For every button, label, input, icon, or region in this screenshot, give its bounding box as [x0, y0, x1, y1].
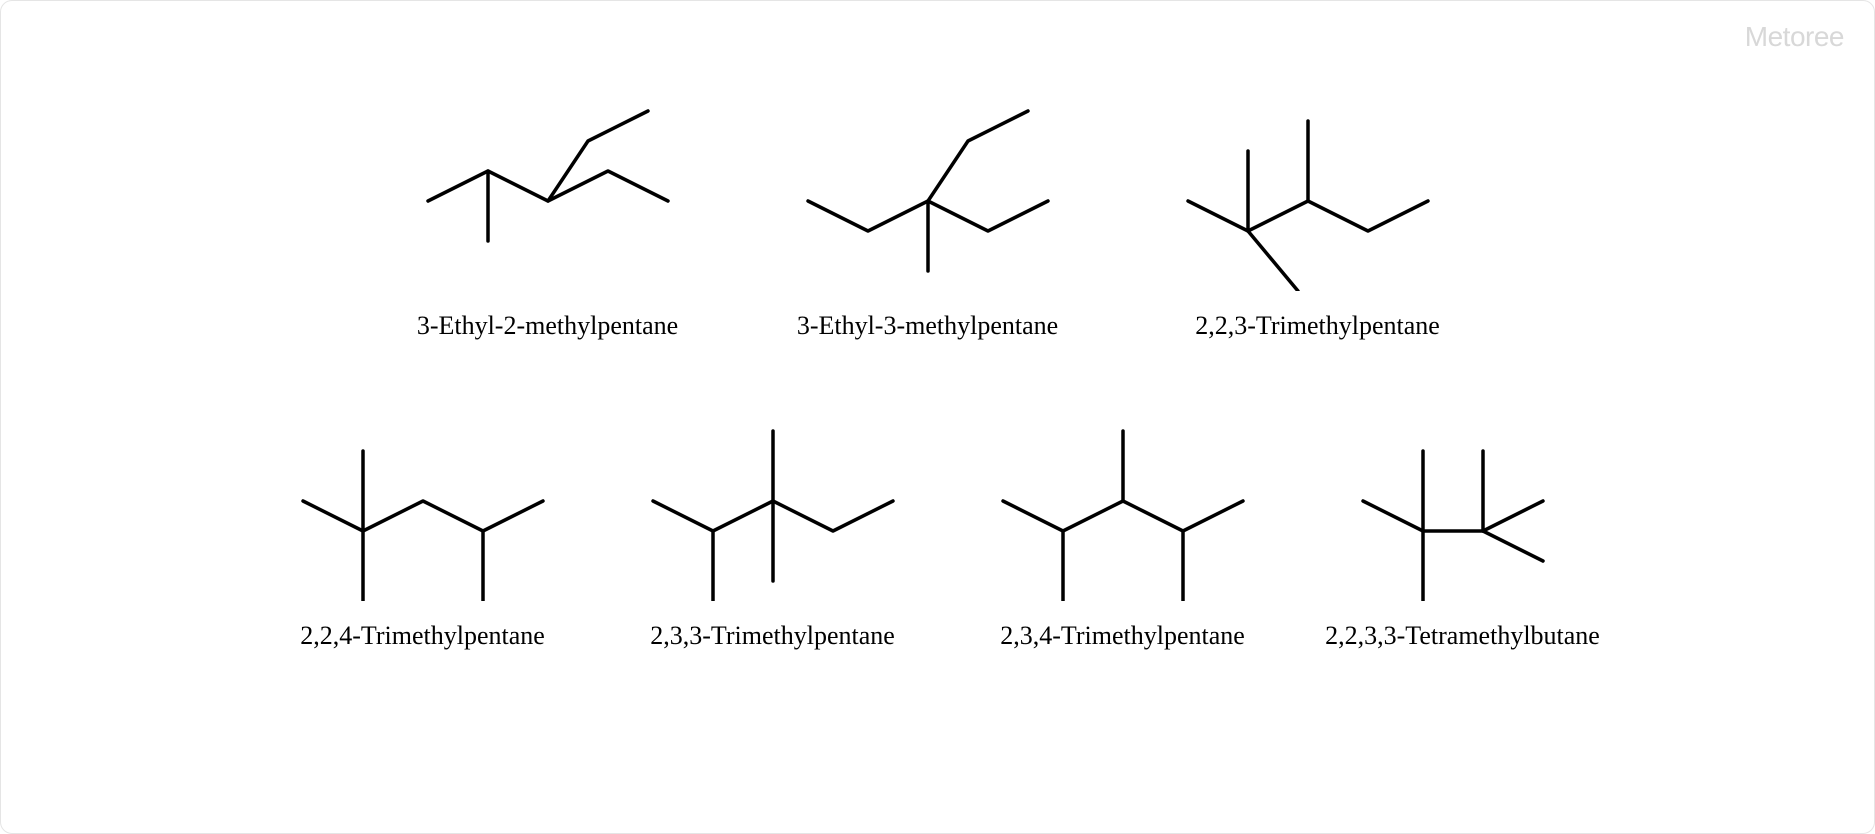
molecule-label-2-2-3-trimethylpentane: 2,2,3-Trimethylpentane	[1195, 311, 1440, 341]
molecule-label-3-ethyl-2-methylpentane: 3-Ethyl-2-methylpentane	[417, 311, 678, 341]
molecule-structure-2-2-4-trimethylpentane	[263, 401, 583, 601]
diagram-container: Metoree 3-Ethyl-2-methylpentane 3-Ethyl-3…	[0, 0, 1875, 834]
molecule-2-2-4-trimethylpentane: 2,2,4-Trimethylpentane	[263, 401, 583, 651]
molecule-row-1: 3-Ethyl-2-methylpentane 3-Ethyl-3-methylp…	[41, 71, 1834, 341]
molecule-row-2: 2,2,4-Trimethylpentane 2,3,3-Trimethylpen…	[41, 401, 1834, 651]
molecule-label-2-2-3-3-tetramethylbutane: 2,2,3,3-Tetramethylbutane	[1325, 621, 1600, 651]
molecule-structure-3-ethyl-3-methylpentane	[768, 71, 1088, 291]
molecule-3-ethyl-3-methylpentane: 3-Ethyl-3-methylpentane	[768, 71, 1088, 341]
watermark-text: Metoree	[1745, 21, 1844, 53]
molecule-2-3-3-trimethylpentane: 2,3,3-Trimethylpentane	[613, 401, 933, 651]
molecule-structure-2-3-4-trimethylpentane	[963, 401, 1283, 601]
molecule-3-ethyl-2-methylpentane: 3-Ethyl-2-methylpentane	[388, 71, 708, 341]
molecule-2-3-4-trimethylpentane: 2,3,4-Trimethylpentane	[963, 401, 1283, 651]
molecule-label-2-3-3-trimethylpentane: 2,3,3-Trimethylpentane	[650, 621, 895, 651]
molecule-2-2-3-3-tetramethylbutane: 2,2,3,3-Tetramethylbutane	[1313, 401, 1613, 651]
molecule-structure-2-2-3-trimethylpentane	[1148, 71, 1488, 291]
molecule-structure-2-2-3-3-tetramethylbutane	[1313, 401, 1613, 601]
molecule-structure-2-3-3-trimethylpentane	[613, 401, 933, 601]
molecule-label-2-2-4-trimethylpentane: 2,2,4-Trimethylpentane	[300, 621, 545, 651]
molecule-label-3-ethyl-3-methylpentane: 3-Ethyl-3-methylpentane	[797, 311, 1058, 341]
molecule-label-2-3-4-trimethylpentane: 2,3,4-Trimethylpentane	[1000, 621, 1245, 651]
molecule-structure-3-ethyl-2-methylpentane	[388, 71, 708, 291]
molecule-2-2-3-trimethylpentane: 2,2,3-Trimethylpentane	[1148, 71, 1488, 341]
